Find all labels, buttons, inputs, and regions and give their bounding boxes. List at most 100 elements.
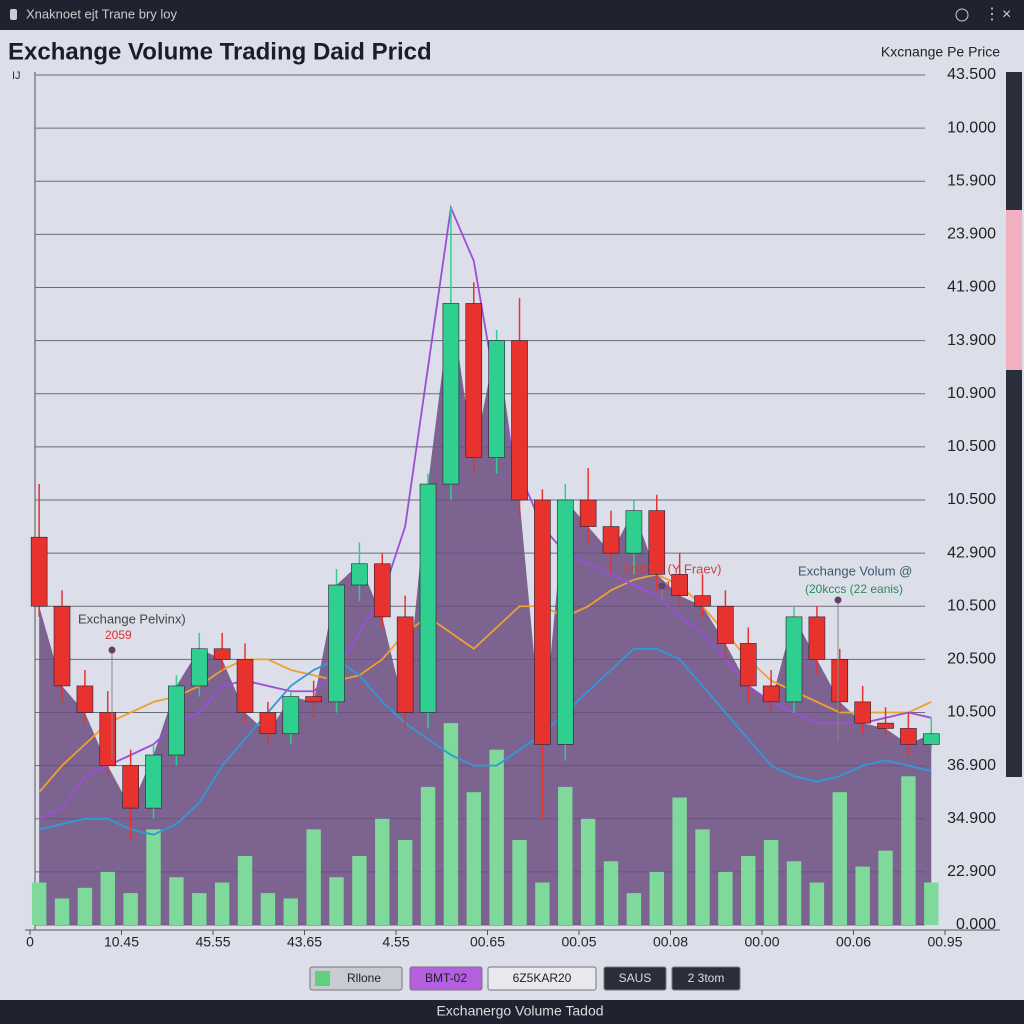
button-label[interactable]: BMT-02: [425, 971, 467, 985]
y-tick-label: 22.900: [947, 863, 996, 880]
volume-bar: [169, 877, 184, 925]
annotation-detail: 2059: [105, 628, 132, 642]
y-tick-label: 10.500: [947, 704, 996, 721]
volume-bar: [718, 871, 733, 925]
volume-bar: [832, 792, 847, 925]
y-tick-label: 36.900: [947, 757, 996, 774]
volume-bar: [329, 877, 344, 925]
plot: 0.000 22.900 34.900 36.900 10.500 20.500 10.50…: [26, 66, 996, 949]
toolbar-button[interactable]: [487, 966, 597, 991]
y-tick-label: 10.500: [947, 597, 996, 614]
y-tick-label: 43.500: [947, 66, 996, 83]
volume-bar: [100, 871, 115, 925]
candle-body: [488, 340, 505, 458]
annotation-text: Ert8ton (Y Fraev): [622, 561, 721, 576]
volume-bar: [558, 786, 573, 925]
volume-bar: [77, 887, 93, 925]
button-label[interactable]: 6Z5KAR20: [513, 971, 572, 985]
candle-body: [808, 616, 826, 660]
candle-body: [785, 616, 803, 703]
info-icon[interactable]: [955, 8, 969, 22]
candle-body: [556, 499, 574, 745]
candle-body: [762, 685, 780, 703]
candle-body: [168, 685, 185, 756]
button-label[interactable]: SAUS: [619, 971, 652, 985]
y-tick-label: 42.900: [947, 544, 996, 561]
candle-body: [877, 722, 894, 729]
candle-body: [76, 685, 94, 713]
y-tick-label: 20.500: [947, 651, 996, 668]
y-tick-label: 10.500: [947, 438, 996, 455]
volume-bar: [626, 893, 642, 925]
candle-body: [671, 574, 688, 596]
y-axis-label: Kxcnange Pe Price: [881, 44, 1000, 60]
footer-bar: [0, 1000, 1024, 1024]
volume-bar: [809, 882, 825, 925]
volume-bar: [741, 855, 756, 925]
toolbar-button[interactable]: [309, 966, 403, 991]
volume-bar: [352, 855, 367, 925]
candle-body: [328, 584, 345, 703]
candle-body: [922, 733, 940, 745]
toolbar: Rllone BMT-02 6Z5KAR20 SAUS 2 3tom: [309, 966, 741, 991]
annotation-detail: (20kccs (22 eanis): [805, 582, 903, 596]
button-label[interactable]: Rllone: [347, 971, 381, 985]
x-tick-label: 00.65: [470, 934, 505, 950]
volume-bar: [878, 850, 893, 925]
annotation-text: Exchange Volum @: [798, 563, 912, 578]
candle-body: [122, 765, 139, 809]
candle-body: [854, 701, 871, 724]
toolbar-button[interactable]: [603, 966, 667, 991]
volume-bar: [283, 898, 298, 925]
footer-text: Exchanergo Volume Tadod: [436, 1003, 603, 1019]
volume-bar: [466, 792, 481, 925]
volume-bar: [260, 893, 276, 925]
volume-bar: [237, 855, 253, 925]
volume-bar: [397, 840, 413, 925]
candle-body: [53, 605, 71, 687]
x-tick-label: 4.55: [382, 934, 409, 950]
x-tick-label: 00.00: [744, 934, 779, 950]
volume-bar: [420, 786, 436, 925]
price-area: [39, 303, 932, 925]
scroll-thumb[interactable]: [1006, 210, 1022, 370]
indicator-line: [38, 204, 932, 820]
volume-bar: [443, 723, 459, 925]
y-tick-label: 10.500: [947, 491, 996, 508]
y-tick-label: 15.900: [947, 172, 996, 189]
candle-body: [282, 696, 300, 735]
volume-bar: [695, 829, 710, 925]
y-tick-label: 10.000: [947, 119, 996, 136]
candle-body: [900, 728, 917, 745]
candle-body: [351, 563, 368, 586]
annotation-dot: [658, 582, 666, 590]
candle-body: [602, 526, 620, 554]
candle-body: [625, 510, 643, 554]
candle-body: [259, 712, 277, 735]
annotation-detail: 124: [665, 579, 685, 593]
volume-bar: [512, 840, 527, 925]
corner-label: IJ: [12, 70, 21, 82]
annotation-text: Exchange Pelvinx): [78, 611, 186, 626]
toolbar-button[interactable]: [671, 966, 741, 991]
close-icon[interactable]: ×: [1002, 6, 1011, 23]
candle-body: [442, 303, 460, 485]
button-label[interactable]: 2 3tom: [688, 971, 725, 985]
candle-body: [99, 712, 117, 766]
indicator-line: [38, 573, 932, 793]
scrollbar[interactable]: [1006, 72, 1022, 777]
y-tick-label: 34.900: [947, 810, 996, 827]
candle-body: [236, 659, 254, 713]
x-tick-label: 43.65: [287, 934, 322, 950]
volume-bar: [214, 882, 230, 925]
toolbar-button[interactable]: [409, 966, 483, 991]
window-title: Xnaknoet ejt Trane bry loy: [26, 6, 178, 21]
volume-bar: [855, 866, 870, 925]
volume-bar: [535, 882, 550, 925]
candle-body: [190, 648, 208, 687]
y-tick-label: 23.900: [947, 226, 996, 243]
candle-body: [831, 659, 849, 703]
menu-icon[interactable]: ⋮: [984, 6, 1000, 23]
indicator-line: [38, 647, 932, 836]
